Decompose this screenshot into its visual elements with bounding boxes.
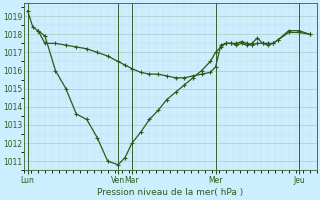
X-axis label: Pression niveau de la mer( hPa ): Pression niveau de la mer( hPa ) <box>97 188 244 197</box>
